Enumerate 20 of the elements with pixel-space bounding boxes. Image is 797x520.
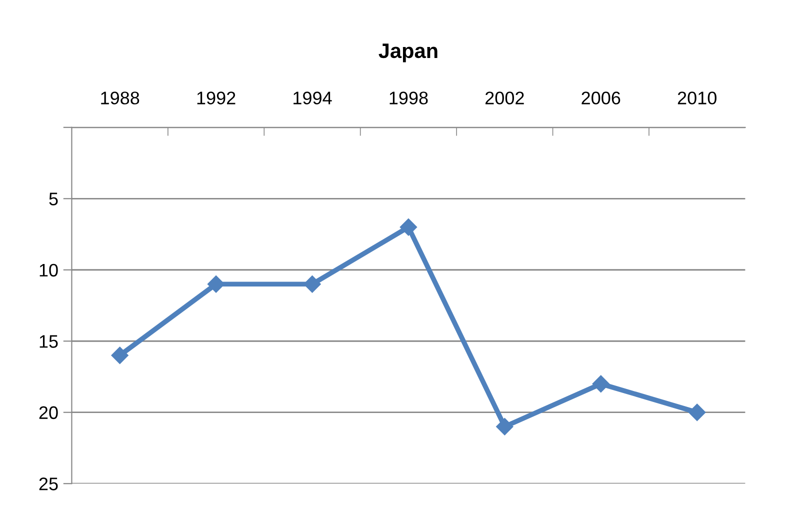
- x-tick-label: 2002: [486, 92, 524, 104]
- x-tick-label: 2006: [582, 92, 620, 104]
- point: [688, 404, 706, 421]
- point: [207, 276, 225, 293]
- point: [592, 375, 610, 392]
- x-tick-label: 1998: [390, 92, 428, 104]
- point: [304, 276, 321, 293]
- point: [496, 418, 514, 436]
- y-tick-label: 15: [40, 335, 58, 348]
- x-tick-label: 2010: [678, 92, 716, 104]
- point: [111, 346, 128, 364]
- y-tick-label: 10: [40, 264, 58, 277]
- point: [400, 218, 418, 236]
- chart-title: Japan: [378, 44, 438, 62]
- x-tick-label: 1988: [101, 92, 140, 104]
- y-tick-label: 5: [49, 192, 58, 206]
- x-tick-label: 1992: [197, 92, 236, 104]
- y-tick-label: 25: [39, 478, 58, 490]
- x-tick-label: 1994: [294, 92, 332, 104]
- y-tick-label: 20: [39, 406, 58, 420]
